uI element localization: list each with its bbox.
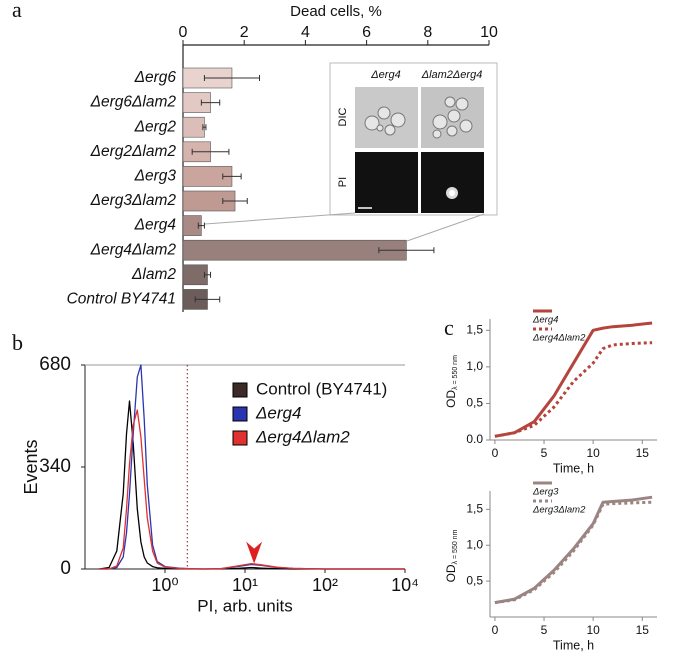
bar [182,116,205,138]
legend-swatch [232,406,248,422]
bar [182,264,208,286]
inset-row-label: DIC [337,107,349,126]
series-line [494,500,653,605]
error-bar [202,124,207,131]
legend-label: Δerg3Δlam2 [532,505,586,516]
y-axis-title-main: OD [444,390,458,408]
inset-row-label: PI [337,177,349,187]
x-tick-label: 10² [312,575,338,595]
category-label: Δerg2Δlam2 [90,143,177,160]
x-tick-label: 0 [492,623,499,637]
panel-label: b [12,330,23,355]
category-label: Δerg6 [134,69,177,86]
error-bar [200,99,221,106]
error-bar [203,271,212,278]
y-axis-title: ODλ = 550 nm [444,529,459,582]
x-axis-title: Time, h [553,461,594,475]
y-tick-label: 0 [60,558,71,579]
x-tick-label: 10⁴ [391,575,419,595]
series-line [494,321,653,438]
y-tick-label: 0,5 [466,573,483,587]
y-tick-label: 1,0 [466,359,483,373]
category-label: Δerg6Δlam2 [90,94,177,111]
legend-label: Δerg4Δlam2 [532,333,586,344]
error-bar [203,75,260,81]
connector [204,212,356,225]
y-tick-label: 0.0 [466,432,483,446]
x-tick-label: 5 [541,623,548,637]
legend-swatch [232,430,248,446]
y-axis-title-sub: λ = 550 nm [452,355,459,390]
bar [182,239,407,261]
panel-label: a [12,0,22,22]
x-tick-label: 10 [586,623,600,637]
micrograph [355,152,418,213]
cells [364,96,473,139]
series-line [99,400,405,570]
y-tick-label: 1,5 [466,322,483,336]
x-tick-label: 10 [586,446,600,460]
y-axis-title-main: OD [444,564,458,582]
x-tick-label: 2 [240,24,249,41]
x-tick-label: 10⁰ [151,575,178,595]
connector [406,213,485,242]
error-bar [378,247,435,254]
y-axis-title: Events [21,439,41,494]
legend-label: Δerg4 [255,403,301,422]
error-bar [222,198,248,204]
category-label: Δlam2 [131,266,176,283]
inset: Δerg4 Δlam2Δerg4 DIC PI [204,62,498,242]
y-tick-label: 1,0 [466,537,483,551]
micrograph [421,152,484,213]
annotation-arrow [246,541,263,564]
series-line [99,409,405,570]
legend-label: Δerg3 [532,487,559,498]
legend-label: Δerg4 [532,315,558,326]
inset-column-label: Δerg4 [370,69,400,81]
panel-label: c [444,315,454,340]
y-tick-label: 1,5 [466,502,483,516]
legend-label: Δerg4Δlam2 [255,427,350,446]
category-label: Δerg3 [134,167,177,184]
stained-cell [449,190,455,196]
x-axis-title: PI, arb. units [197,596,292,615]
legend-label: Control (BY4741) [256,379,387,398]
category-label: Δerg4Δlam2 [90,241,177,258]
error-bar [194,296,221,303]
y-tick-label: 680 [39,354,71,375]
y-axis-title: ODλ = 550 nm [444,355,459,408]
category-label: Δerg2 [134,118,177,135]
category-label: Δerg3Δlam2 [90,192,177,209]
error-bar [222,173,242,180]
x-tick-label: 10 [480,24,498,41]
x-tick-label: 15 [636,446,650,460]
y-axis-title-sub: λ = 550 nm [452,529,459,564]
error-bar [191,148,230,155]
x-tick-label: 0 [179,24,188,41]
inset-column-label: Δlam2Δerg4 [421,69,483,81]
x-tick-label: 8 [423,24,432,41]
error-bar [197,222,205,229]
category-label: Control BY4741 [67,290,176,307]
x-tick-label: 6 [362,24,371,41]
x-axis-title: Time, h [553,638,594,652]
y-tick-label: 0,5 [466,396,483,410]
y-tick-label: 340 [39,456,71,477]
x-tick-label: 5 [541,446,548,460]
x-tick-label: 0 [492,446,499,460]
x-tick-label: 15 [636,623,650,637]
legend-swatch [232,382,248,398]
x-tick-label: 4 [301,24,310,41]
category-label: Δerg4 [134,217,177,234]
axis-title: Dead cells, % [290,3,382,20]
x-tick-label: 10¹ [232,575,258,595]
series-line [494,341,653,438]
